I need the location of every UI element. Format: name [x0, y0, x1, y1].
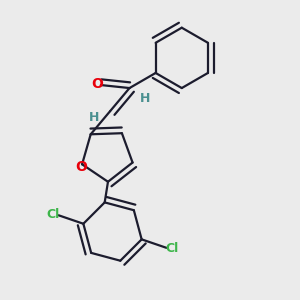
Text: O: O: [91, 77, 103, 91]
Text: H: H: [140, 92, 150, 105]
Text: Cl: Cl: [46, 208, 59, 221]
Text: O: O: [76, 160, 87, 174]
Text: Cl: Cl: [166, 242, 179, 255]
Text: H: H: [89, 111, 100, 124]
